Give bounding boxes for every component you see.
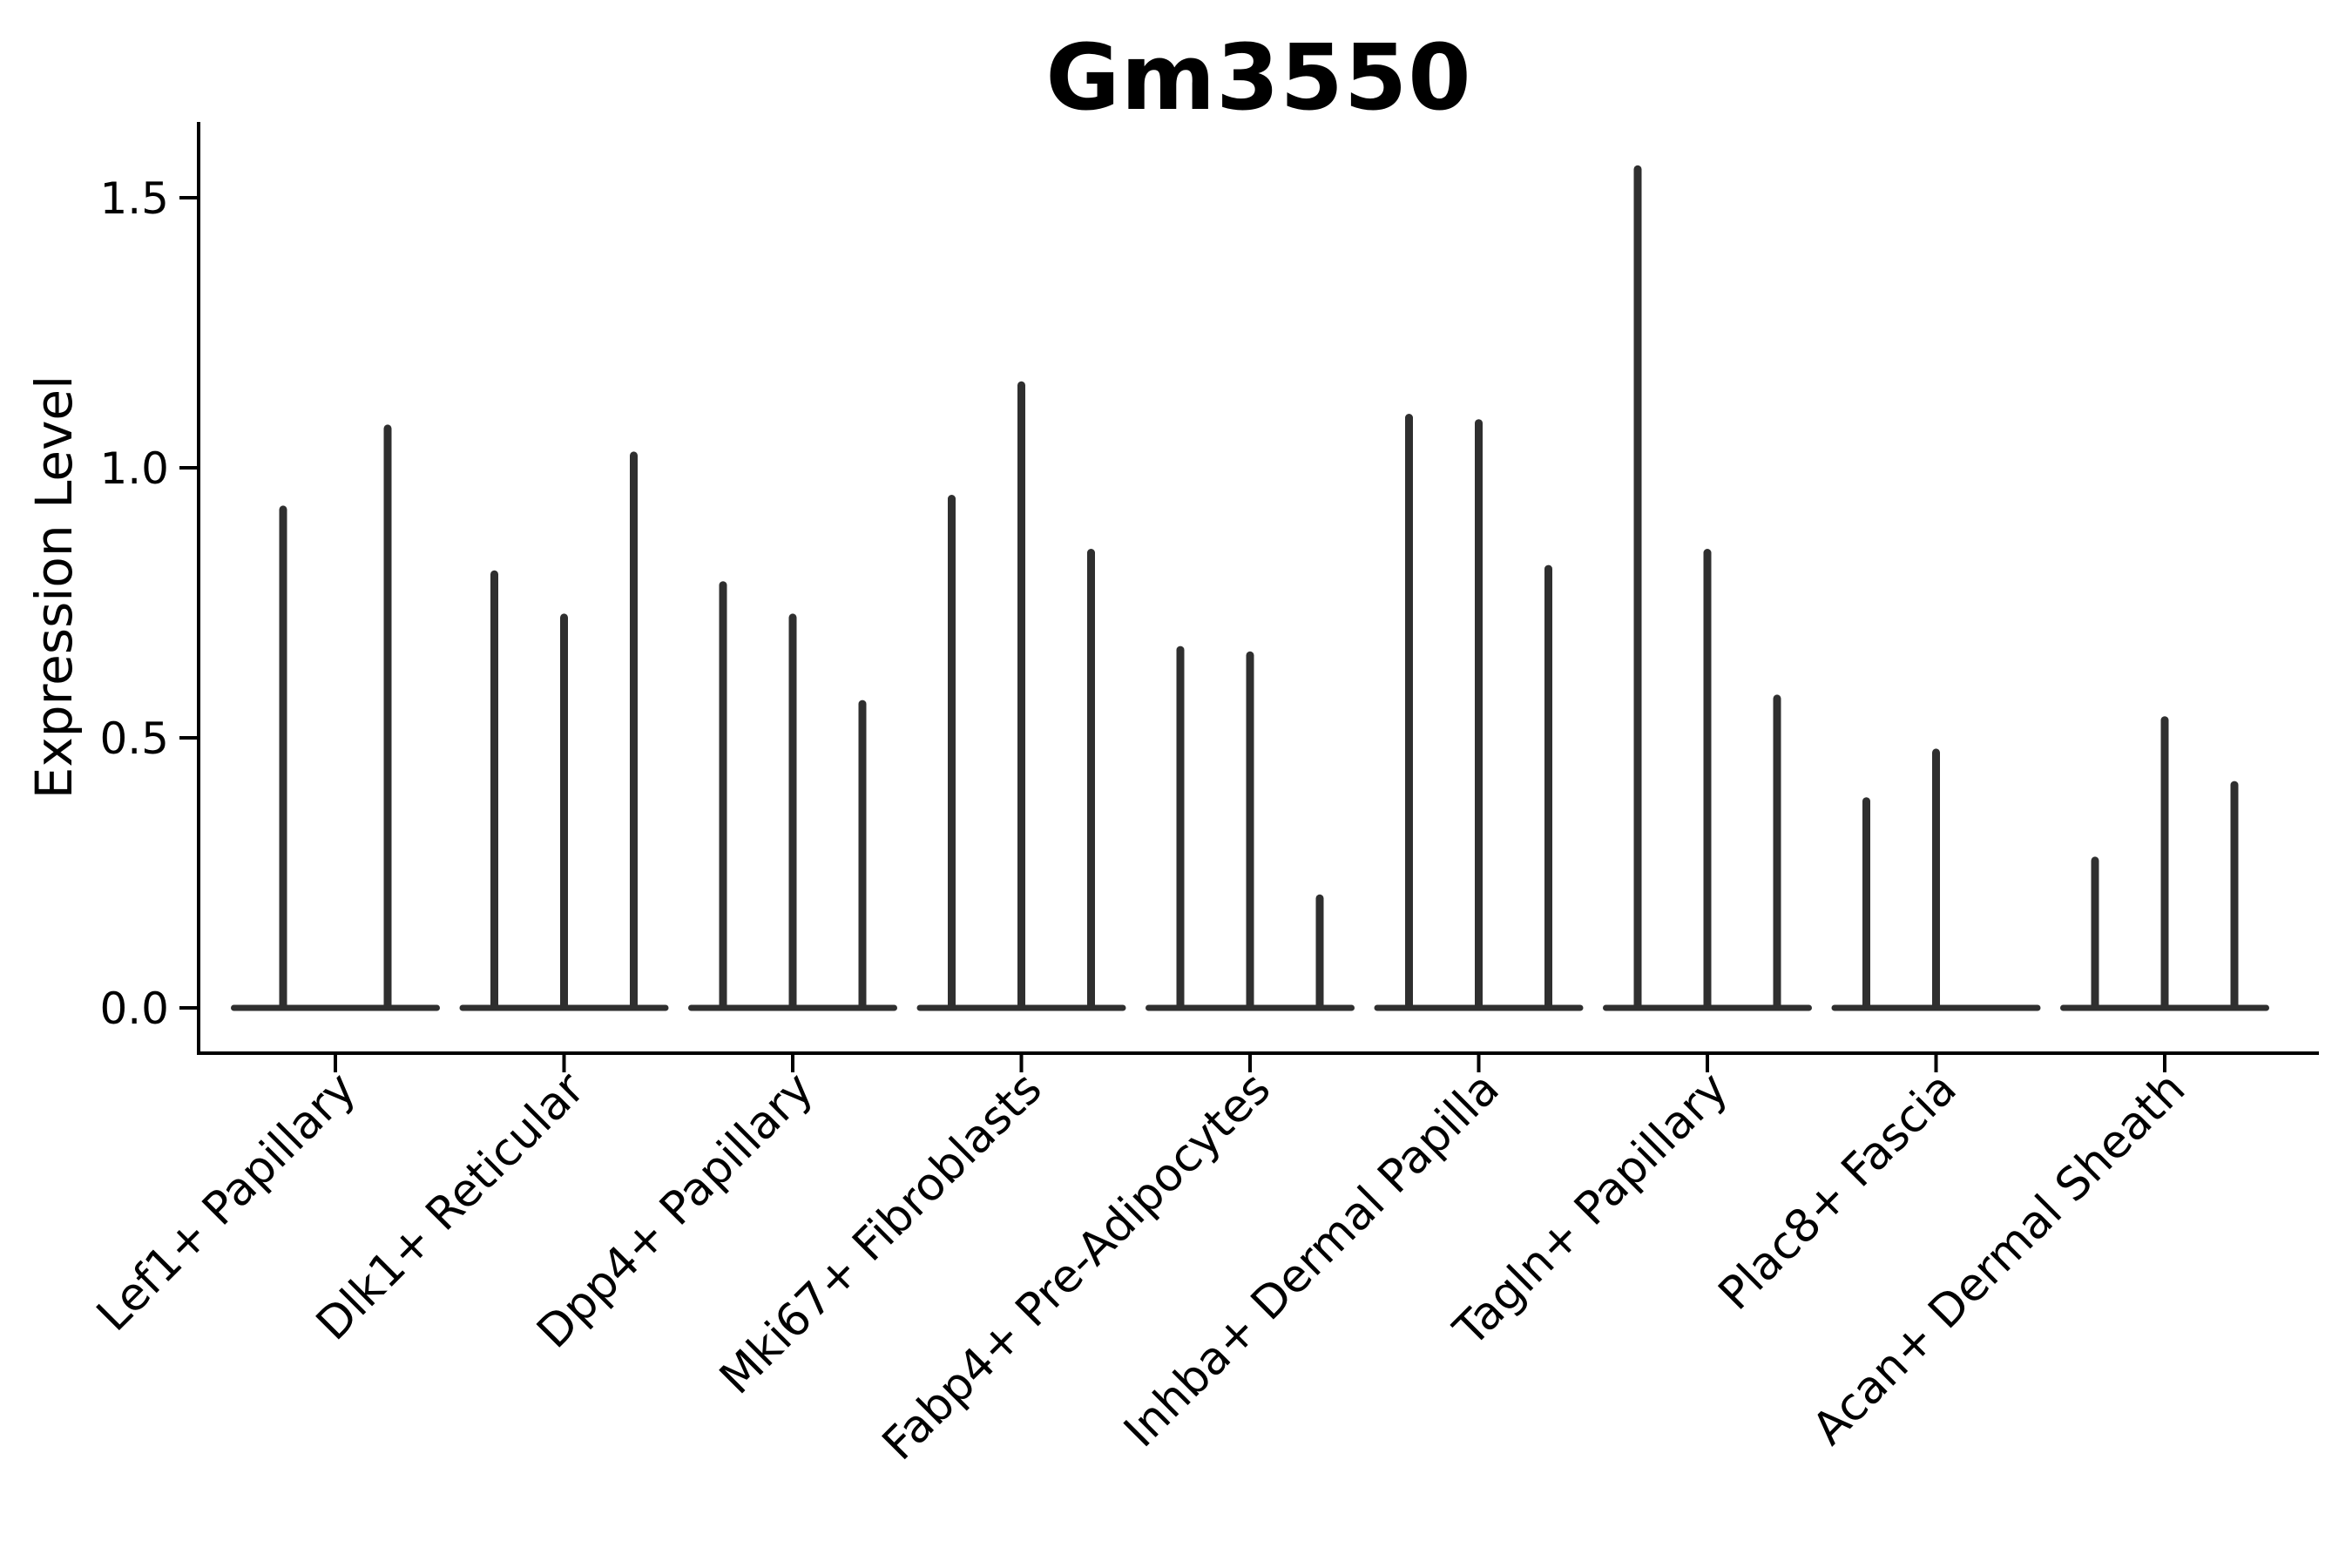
- violin-spike: [1087, 549, 1095, 1010]
- y-tick-label: 1.0: [99, 443, 169, 494]
- violin-spike: [1475, 419, 1483, 1010]
- violin-body-baseline: [231, 1004, 440, 1011]
- y-tick-label: 1.5: [99, 173, 169, 224]
- violin-spike: [1633, 165, 1642, 1010]
- violin-spike: [1544, 564, 1552, 1010]
- violin-spike: [1017, 381, 1025, 1010]
- violin-spike: [1703, 549, 1712, 1010]
- violin-spike: [2091, 856, 2099, 1010]
- y-tick-label: 0.0: [99, 983, 169, 1034]
- chart-title: Gm3550: [1045, 24, 1472, 131]
- violin-spike: [1246, 651, 1254, 1010]
- violin-spike: [279, 505, 287, 1010]
- x-tick-label: Fabp4+ Pre-Adipocytes: [873, 1063, 1281, 1470]
- y-tick-label: 0.5: [99, 713, 169, 764]
- violin-spike: [630, 451, 638, 1010]
- violin-spike: [948, 495, 956, 1010]
- violin-spike: [719, 581, 727, 1010]
- x-tick-label: Acan+ Dermal Sheath: [1803, 1063, 2196, 1456]
- violin-spike: [1862, 797, 1870, 1010]
- violin-spike: [788, 613, 797, 1010]
- x-tick-label: Inhba+ Dermal Papilla: [1114, 1063, 1509, 1457]
- violin-spike: [1405, 414, 1413, 1010]
- violin-spike: [490, 570, 498, 1010]
- x-tick-label: Plac8+ Fascia: [1709, 1063, 1967, 1321]
- violin-spike: [2160, 716, 2169, 1010]
- violin-spike: [858, 700, 867, 1010]
- violin-spike: [383, 424, 392, 1010]
- violin-spike: [1176, 645, 1185, 1010]
- violin-spike: [560, 613, 568, 1010]
- violin-spike: [1932, 748, 1940, 1010]
- violin-spike: [1315, 894, 1324, 1010]
- violin-spike: [1773, 694, 1781, 1010]
- violin-spike: [2230, 781, 2239, 1010]
